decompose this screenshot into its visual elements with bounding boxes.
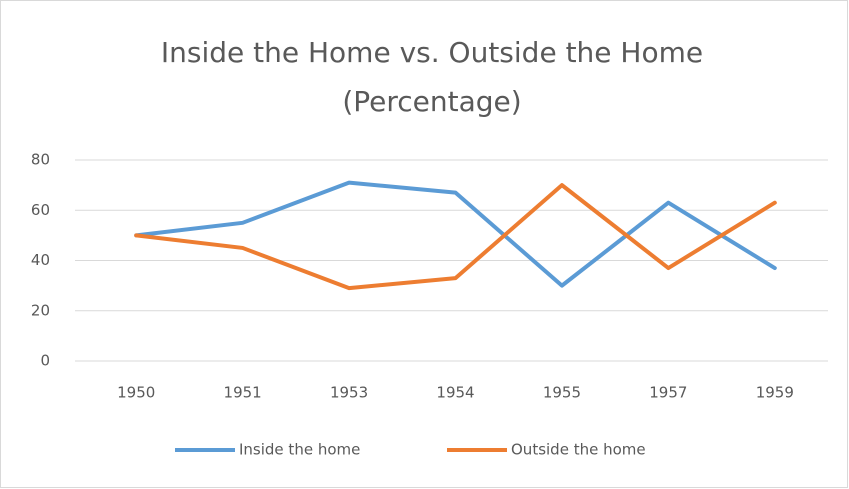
y-tick-label: 20 xyxy=(31,301,50,319)
chart-title: (Percentage) xyxy=(342,85,521,118)
y-tick-label: 60 xyxy=(31,201,50,219)
x-tick-label: 1957 xyxy=(649,384,687,402)
x-tick-label: 1953 xyxy=(330,384,368,402)
x-tick-label: 1950 xyxy=(117,384,155,402)
y-tick-label: 40 xyxy=(31,251,50,269)
legend-label: Inside the home xyxy=(239,441,360,459)
legend-label: Outside the home xyxy=(511,441,646,459)
x-tick-label: 1959 xyxy=(756,384,794,402)
y-tick-label: 80 xyxy=(31,151,50,169)
x-tick-label: 1954 xyxy=(436,384,474,402)
y-tick-label: 0 xyxy=(40,352,50,370)
line-series xyxy=(134,180,777,288)
line-series xyxy=(134,183,777,291)
chart-title: Inside the Home vs. Outside the Home xyxy=(161,36,703,69)
x-tick-label: 1951 xyxy=(224,384,262,402)
x-tick-label: 1955 xyxy=(543,384,581,402)
